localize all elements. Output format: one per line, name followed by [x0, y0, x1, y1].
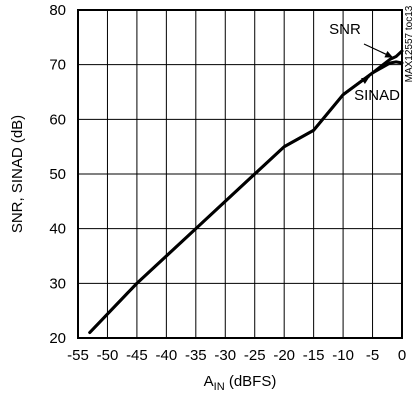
annotations: SNR SINAD [329, 21, 400, 104]
y-tick-label: 20 [49, 330, 66, 347]
series-layer [88, 49, 404, 334]
x-tick-label: -5 [366, 347, 379, 364]
x-tick-label: -30 [214, 347, 236, 364]
x-tick-label: -20 [273, 347, 295, 364]
x-axis-label-subscript: IN [214, 381, 225, 393]
x-tick-labels: -55 -50 -45 -40 -35 -30 -25 -20 -15 -10 -5 0 [67, 347, 406, 364]
figure-id-watermark: MAX12557 toc13 [404, 5, 415, 82]
x-tick-label: -40 [156, 347, 178, 364]
y-tick-label: 30 [49, 275, 66, 292]
x-tick-label: -55 [67, 347, 89, 364]
y-tick-labels: 20 30 40 50 60 70 80 [49, 2, 66, 347]
x-tick-label: -50 [97, 347, 119, 364]
y-tick-label: 80 [49, 2, 66, 19]
y-axis-label: SNR, SINAD (dB) [9, 115, 26, 233]
x-axis-label: AIN (dBFS) [204, 373, 277, 393]
x-tick-label: 0 [398, 347, 406, 364]
annotation-sinad: SINAD [354, 87, 400, 104]
y-tick-label: 60 [49, 111, 66, 128]
annotation-arrowhead-sinad [361, 76, 370, 84]
x-tick-label: -15 [303, 347, 325, 364]
x-tick-label: -45 [126, 347, 148, 364]
annotation-snr: SNR [329, 21, 361, 38]
x-tick-label: -35 [185, 347, 207, 364]
annotation-arrowhead-snr [384, 51, 394, 58]
grid [77, 9, 403, 339]
x-tick-label: -10 [332, 347, 354, 364]
x-axis-label-unit: (dBFS) [225, 373, 277, 390]
plot-frame [77, 9, 403, 339]
y-tick-label: 50 [49, 166, 66, 183]
series-line-sinad [88, 60, 404, 334]
y-tick-label: 70 [49, 57, 66, 74]
x-axis-label-main: A [204, 373, 214, 390]
y-tick-label: 40 [49, 221, 66, 238]
x-tick-label: -25 [244, 347, 266, 364]
